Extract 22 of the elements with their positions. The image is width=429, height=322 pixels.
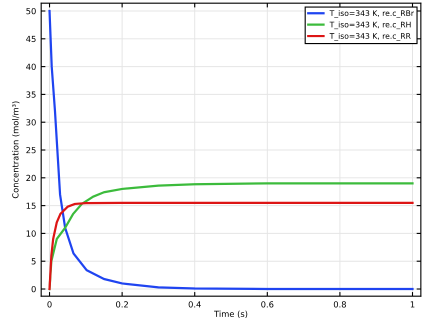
y-tick-label: 40 bbox=[26, 64, 36, 70]
y-tick-label: 45 bbox=[26, 36, 36, 42]
x-tick-label: 0.2 bbox=[116, 301, 128, 308]
x-axis-title: Time (s) bbox=[214, 310, 248, 318]
x-tick-label: 0.8 bbox=[334, 301, 346, 308]
x-tick-label: 0.6 bbox=[261, 301, 274, 308]
y-tick-label: 35 bbox=[26, 91, 36, 98]
y-axis-title: Concentration (mol/m³) bbox=[12, 101, 20, 198]
line-series bbox=[48, 182, 414, 290]
y-tick-label: 15 bbox=[26, 202, 36, 209]
y-tick-label: 25 bbox=[26, 146, 36, 154]
x-tick-label: 0.4 bbox=[188, 301, 201, 308]
x-tick-label: 0 bbox=[47, 301, 52, 308]
y-tick-label: 10 bbox=[26, 230, 36, 237]
y-tick-label: 50 bbox=[26, 8, 36, 14]
y-tick-label: 0 bbox=[32, 286, 36, 292]
y-tick-label: 5 bbox=[32, 258, 36, 264]
line-series bbox=[48, 202, 414, 290]
y-tick-label: 30 bbox=[26, 119, 36, 126]
line-series bbox=[48, 10, 414, 290]
x-tick-label: 1 bbox=[410, 301, 414, 308]
y-tick-label: 20 bbox=[26, 174, 36, 182]
